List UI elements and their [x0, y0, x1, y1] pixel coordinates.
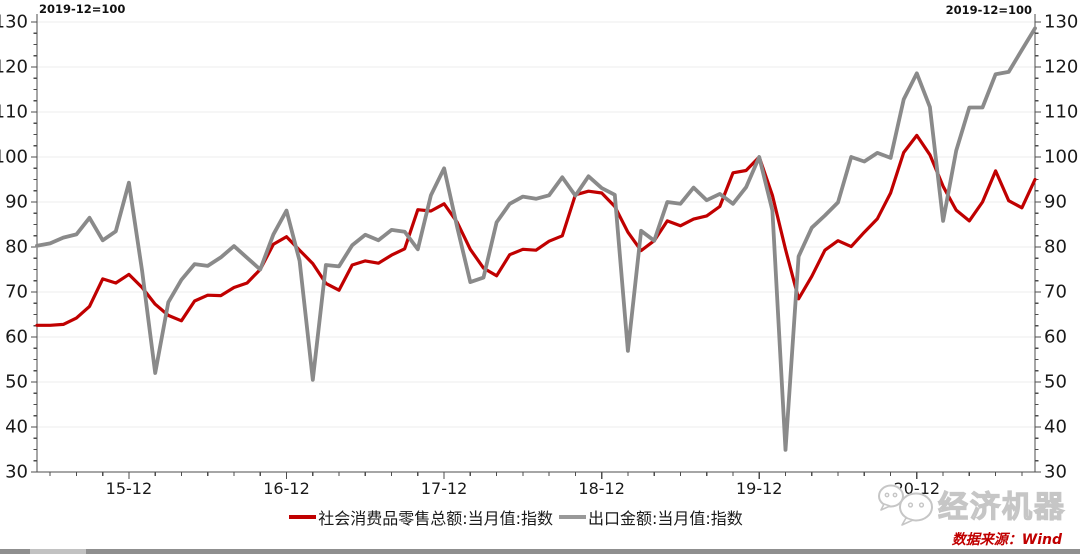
- svg-text:130: 130: [1044, 12, 1078, 33]
- svg-text:50: 50: [5, 372, 28, 393]
- svg-text:100: 100: [0, 147, 28, 168]
- svg-text:90: 90: [1044, 192, 1067, 213]
- index-base-note-right: 2019-12=100: [945, 3, 1032, 17]
- legend-item-retail: 社会消费品零售总额:当月值:指数: [289, 505, 553, 529]
- retail-line-swatch-icon: [289, 515, 317, 519]
- svg-text:120: 120: [0, 57, 28, 78]
- svg-text:80: 80: [5, 237, 28, 258]
- svg-text:100: 100: [1044, 147, 1078, 168]
- svg-text:50: 50: [1044, 372, 1067, 393]
- legend-label-retail: 社会消费品零售总额:当月值:指数: [318, 509, 553, 528]
- index-base-note-left: 2019-12=100: [39, 2, 126, 16]
- svg-text:70: 70: [1044, 282, 1067, 303]
- scrollbar-thumb[interactable]: [30, 549, 86, 554]
- svg-text:20-12: 20-12: [894, 479, 941, 498]
- svg-text:16-12: 16-12: [263, 479, 310, 498]
- svg-text:40: 40: [1044, 417, 1067, 438]
- svg-text:80: 80: [1044, 237, 1067, 258]
- svg-text:60: 60: [1044, 327, 1067, 348]
- svg-text:110: 110: [0, 102, 28, 123]
- export-line-swatch-icon: [559, 515, 586, 519]
- svg-text:18-12: 18-12: [578, 479, 625, 498]
- svg-text:30: 30: [5, 462, 28, 483]
- legend-label-export: 出口金额:当月值:指数: [588, 509, 743, 528]
- svg-text:30: 30: [1044, 462, 1067, 483]
- svg-text:15-12: 15-12: [106, 479, 153, 498]
- svg-text:70: 70: [5, 282, 28, 303]
- svg-text:19-12: 19-12: [736, 479, 783, 498]
- svg-text:120: 120: [1044, 57, 1078, 78]
- legend: 社会消费品零售总额:当月值:指数 出口金额:当月值:指数: [0, 505, 1032, 529]
- svg-text:60: 60: [5, 327, 28, 348]
- svg-text:110: 110: [1044, 102, 1078, 123]
- horizontal-scrollbar[interactable]: [0, 549, 1080, 554]
- data-source-note: 数据来源：Wind: [951, 532, 1062, 548]
- svg-text:17-12: 17-12: [421, 479, 468, 498]
- legend-item-export: 出口金额:当月值:指数: [559, 505, 743, 529]
- svg-text:40: 40: [5, 417, 28, 438]
- svg-text:90: 90: [5, 192, 28, 213]
- svg-text:130: 130: [0, 12, 28, 33]
